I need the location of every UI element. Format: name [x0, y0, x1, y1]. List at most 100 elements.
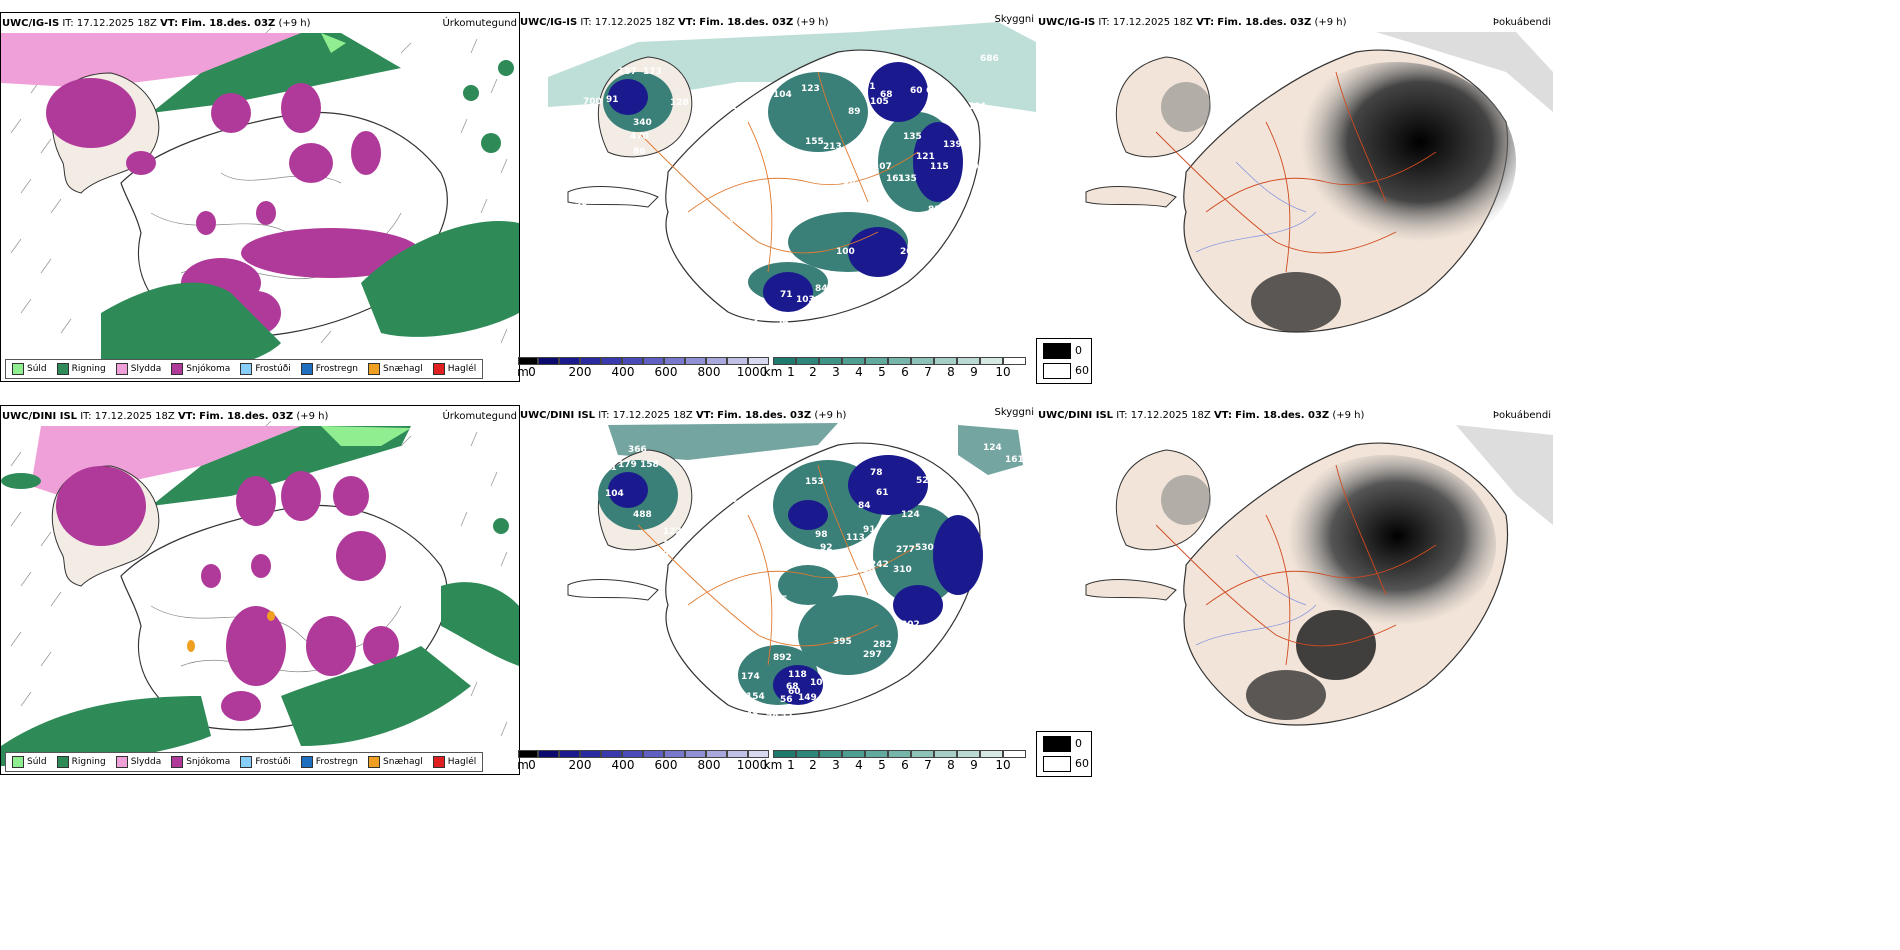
cloud-base-label: 310: [893, 565, 912, 575]
fog-index-legend: 0 60: [1036, 338, 1092, 384]
colorbar-tick: 600: [654, 365, 678, 379]
visibility-map: [548, 22, 1036, 323]
cloud-base-label: 124: [901, 510, 920, 520]
cloud-base-label: 174: [741, 672, 760, 682]
colorbar-tick: 600: [654, 758, 678, 772]
colorbar-tick: 8: [947, 758, 955, 772]
colorbar-tick: 200: [568, 365, 592, 379]
cloud-base-label: 60: [788, 687, 801, 697]
colorbar-tick: 400: [611, 365, 635, 379]
cloud-base-label: 277: [896, 545, 915, 555]
cloud-base-label: 86: [633, 147, 646, 157]
cloud-base-label: 187: [618, 67, 637, 77]
panel-title: UWC/DINI ISL IT: 17.12.2025 18Z VT: Fim.…: [1038, 410, 1365, 421]
cloud-base-label: 282: [873, 640, 892, 650]
legend-swatch: [240, 756, 253, 768]
legend-swatch: [171, 363, 184, 375]
cloud-base-label: 50: [575, 198, 588, 208]
legend-item: Snæhagl: [368, 756, 423, 768]
cloud-base-label: 107: [873, 162, 892, 172]
cloud-base-label: 104: [605, 489, 624, 499]
panel-type-label: Skyggni: [994, 407, 1034, 418]
legend-item: Súld: [12, 363, 47, 375]
cloud-base-label: 179: [618, 460, 637, 470]
cloud-base-label: 135: [898, 174, 917, 184]
legend-swatch: [432, 756, 445, 768]
cloud-base-label: 99: [748, 299, 761, 309]
visibility-colorbar: km 1 2 3 4 5 6 7 8 9 10: [764, 357, 1033, 379]
cloud-base-label: 153: [805, 477, 824, 487]
cloud-base-label: 77: [830, 194, 843, 204]
cloud-base-label: 113: [846, 533, 865, 543]
colorbar-tick: 6: [901, 365, 909, 379]
cloud-base-label: 84: [815, 284, 828, 294]
precip-legend: Súld Rigning Slydda Snjókoma Frostúði Fr…: [5, 752, 484, 772]
panel-type-label: Úrkomutegund: [442, 18, 517, 29]
legend-swatch: [300, 756, 313, 768]
precip-legend: Súld Rigning Slydda Snjókoma Frostúði Fr…: [5, 359, 484, 379]
legend-item: Slydda: [115, 363, 161, 375]
cloud-base-label: 117: [931, 227, 950, 237]
cloud-base-label: 124: [983, 443, 1002, 453]
legend-swatch: [171, 756, 184, 768]
legend-item: Frostúði: [240, 756, 291, 768]
legend-item: Frostregn: [300, 756, 358, 768]
legend-swatch: [56, 756, 69, 768]
fog-index-panel-1: UWC/IG-IS IT: 17.12.2025 18Z VT: Fim. 18…: [1036, 12, 1553, 380]
legend-item: Frostregn: [300, 363, 358, 375]
legend-swatch: [368, 363, 381, 375]
cloud-base-colorbar-segments: [518, 357, 769, 365]
cloud-base-label: 213: [823, 142, 842, 152]
legend-item: Súld: [12, 756, 47, 768]
cloud-base-label: 89: [796, 718, 809, 728]
cloud-base-label: 530: [915, 543, 934, 553]
cloud-base-label: 291: [598, 463, 617, 473]
cloud-base-label: 191: [968, 102, 987, 112]
cloud-base-label: 54: [776, 317, 789, 327]
cloud-base-label: 488: [633, 510, 652, 520]
legend-swatch: [240, 363, 253, 375]
precip-type-panel-2: UWC/DINI ISL IT: 17.12.2025 18Z VT: Fim.…: [0, 405, 520, 775]
cloud-base-label: 155: [805, 137, 824, 147]
colorbar-tick: 200: [568, 758, 592, 772]
cloud-base-label: 94: [746, 319, 759, 329]
legend-item: Haglél: [432, 363, 476, 375]
visibility-colorbar-segments: [773, 750, 1033, 758]
cloud-base-label: 95: [775, 595, 788, 605]
legend-swatch: [300, 363, 313, 375]
colorbar-tick: 5: [878, 365, 886, 379]
visibility-map: [567, 423, 1023, 716]
colorbar-tick: 1000: [736, 365, 768, 379]
cloud-base-label: 177: [618, 157, 637, 167]
cloud-base-label: 83: [928, 205, 941, 215]
cloud-base-label: 366: [628, 445, 647, 455]
cloud-base-colorbar: m 0 200 400 600 800 1000: [518, 357, 769, 379]
legend-swatch: [12, 756, 24, 768]
cloud-base-label: 126: [848, 147, 867, 157]
colorbar-tick: 3: [832, 758, 840, 772]
cloud-base-label: 470: [630, 132, 649, 142]
fog-index-panel-2: UWC/DINI ISL IT: 17.12.2025 18Z VT: Fim.…: [1036, 405, 1553, 773]
colorbar-unit: km: [763, 758, 783, 772]
colorbar-tick: 2: [809, 758, 817, 772]
precip-type-panel-1: UWC/IG-IS IT: 17.12.2025 18Z VT: Fim. 18…: [0, 12, 520, 382]
cloud-base-label: 73: [946, 109, 959, 119]
cloud-base-label: 700: [583, 97, 602, 107]
cloud-base-label: 70: [788, 194, 801, 204]
cloud-base-label: 154: [746, 692, 765, 702]
fog-map: [1085, 32, 1553, 333]
colorbar-tick: 1: [787, 758, 795, 772]
colorbar-tick: 9: [970, 758, 978, 772]
legend-item: Slydda: [115, 756, 161, 768]
legend-swatch: [115, 363, 128, 375]
cloud-base-label: 91: [606, 95, 619, 105]
cloud-base-label: 102: [810, 678, 829, 688]
cloud-base-label: 161: [886, 174, 905, 184]
cloud-base-label: 61: [876, 488, 889, 498]
cloud-base-label: 202: [901, 620, 920, 630]
legend-swatch: [368, 756, 381, 768]
cloud-base-label: 98: [815, 530, 828, 540]
panel-title: UWC/DINI ISL IT: 17.12.2025 18Z VT: Fim.…: [2, 411, 329, 422]
cloud-base-label: 184: [718, 495, 737, 505]
colorbar-tick: 10: [995, 758, 1011, 772]
